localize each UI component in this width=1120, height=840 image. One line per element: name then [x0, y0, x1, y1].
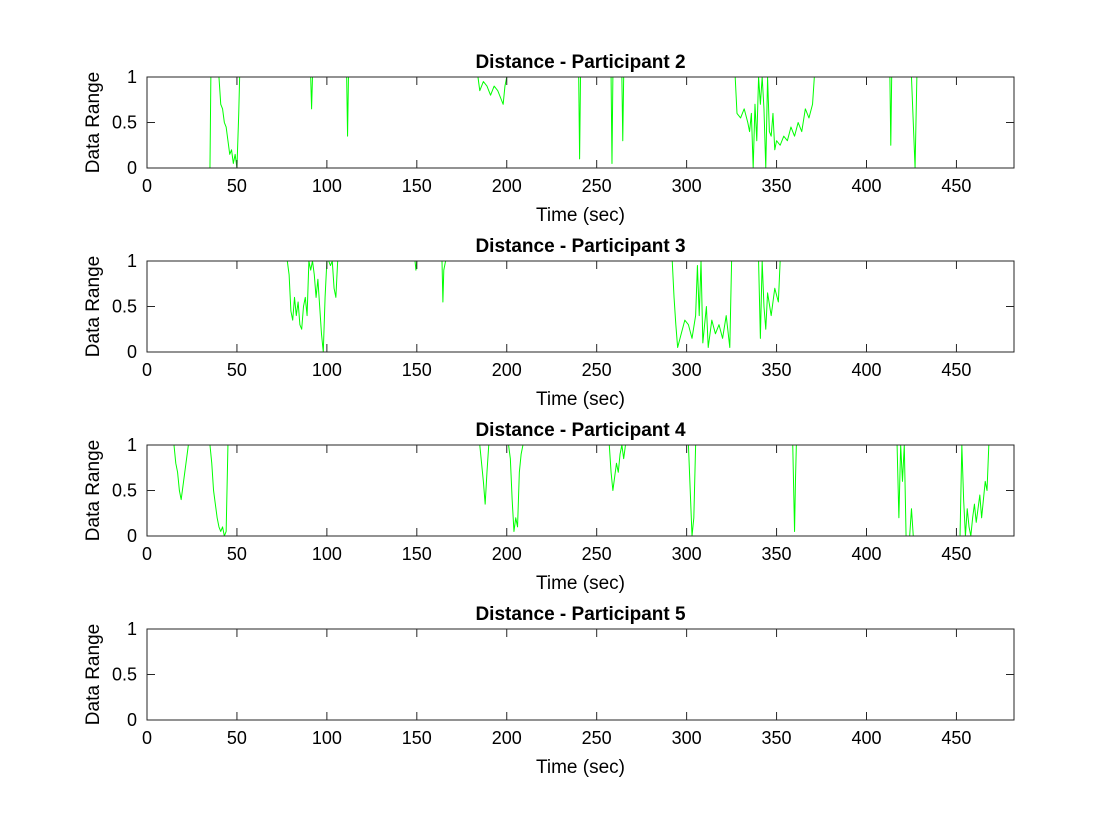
y-tick-label: 0	[127, 158, 137, 178]
x-tick-label: 50	[227, 176, 247, 196]
x-tick-label: 200	[492, 176, 522, 196]
x-tick-label: 300	[672, 176, 702, 196]
x-tick-label: 150	[402, 728, 432, 748]
chart-title: Distance - Participant 5	[475, 604, 686, 625]
chart-title: Distance - Participant 2	[475, 52, 685, 73]
x-tick-label: 400	[851, 728, 881, 748]
x-tick-label: 400	[851, 544, 881, 564]
y-axis-label: Data Range	[83, 440, 104, 541]
x-tick-label: 100	[312, 728, 342, 748]
x-tick-label: 450	[941, 728, 971, 748]
x-tick-label: 250	[582, 544, 612, 564]
x-tick-label: 250	[582, 176, 612, 196]
x-tick-label: 450	[941, 544, 971, 564]
x-tick-label: 250	[582, 360, 612, 380]
x-tick-label: 150	[402, 360, 432, 380]
x-tick-label: 100	[312, 544, 342, 564]
x-tick-label: 50	[227, 360, 247, 380]
y-axis-label: Data Range	[83, 72, 104, 173]
x-tick-label: 50	[227, 544, 247, 564]
x-tick-label: 400	[851, 360, 881, 380]
x-tick-label: 350	[762, 360, 792, 380]
subplot-1: 0 50 100 150 200 250 300 350 400 450 0 0.5 1 Distance…	[83, 52, 1015, 226]
x-axis-label: Time (sec)	[536, 389, 625, 410]
y-tick-label: 0	[127, 710, 137, 730]
x-tick-label: 400	[851, 176, 881, 196]
x-tick-label: 350	[762, 728, 792, 748]
x-tick-label: 150	[402, 544, 432, 564]
y-tick-label: 0.5	[112, 297, 137, 317]
y-tick-label: 0.5	[112, 113, 137, 133]
x-tick-label: 0	[142, 360, 152, 380]
x-tick-label: 0	[142, 176, 152, 196]
x-tick-label: 200	[492, 544, 522, 564]
y-axis-label: Data Range	[83, 256, 104, 357]
x-axis-label: Time (sec)	[536, 573, 625, 594]
y-tick-label: 1	[127, 251, 137, 271]
subplot-4: 0 50 100 150 200 250 300 350 400 450 0 0.5 1 Distance…	[83, 604, 1015, 778]
series-line	[147, 76, 1014, 169]
y-tick-label: 1	[127, 67, 137, 87]
chart-title: Distance - Participant 4	[475, 420, 686, 441]
x-tick-label: 300	[672, 728, 702, 748]
chart-title: Distance - Participant 3	[475, 236, 685, 257]
y-tick-label: 0	[127, 526, 137, 546]
x-tick-label: 100	[312, 176, 342, 196]
subplot-3: 0 50 100 150 200 250 300 350 400 450 0 0.5 1 Distance…	[83, 420, 1015, 594]
x-tick-label: 200	[492, 728, 522, 748]
x-tick-label: 450	[941, 176, 971, 196]
y-tick-label: 1	[127, 619, 137, 639]
x-tick-label: 250	[582, 728, 612, 748]
x-tick-label: 50	[227, 728, 247, 748]
y-tick-label: 0.5	[112, 665, 137, 685]
x-axis-label: Time (sec)	[536, 757, 625, 778]
y-axis-label: Data Range	[83, 624, 104, 725]
x-tick-label: 100	[312, 360, 342, 380]
x-tick-label: 150	[402, 176, 432, 196]
subplot-2: 0 50 100 150 200 250 300 350 400 450 0 0.5 1 Distance…	[83, 236, 1015, 410]
x-tick-label: 300	[672, 360, 702, 380]
x-tick-label: 350	[762, 176, 792, 196]
x-axis-label: Time (sec)	[536, 205, 625, 226]
x-tick-label: 0	[142, 728, 152, 748]
x-tick-label: 350	[762, 544, 792, 564]
y-tick-label: 1	[127, 435, 137, 455]
y-tick-label: 0	[127, 342, 137, 362]
x-tick-label: 450	[941, 360, 971, 380]
x-tick-label: 300	[672, 544, 702, 564]
x-tick-label: 200	[492, 360, 522, 380]
y-tick-label: 0.5	[112, 481, 137, 501]
x-tick-label: 0	[142, 544, 152, 564]
